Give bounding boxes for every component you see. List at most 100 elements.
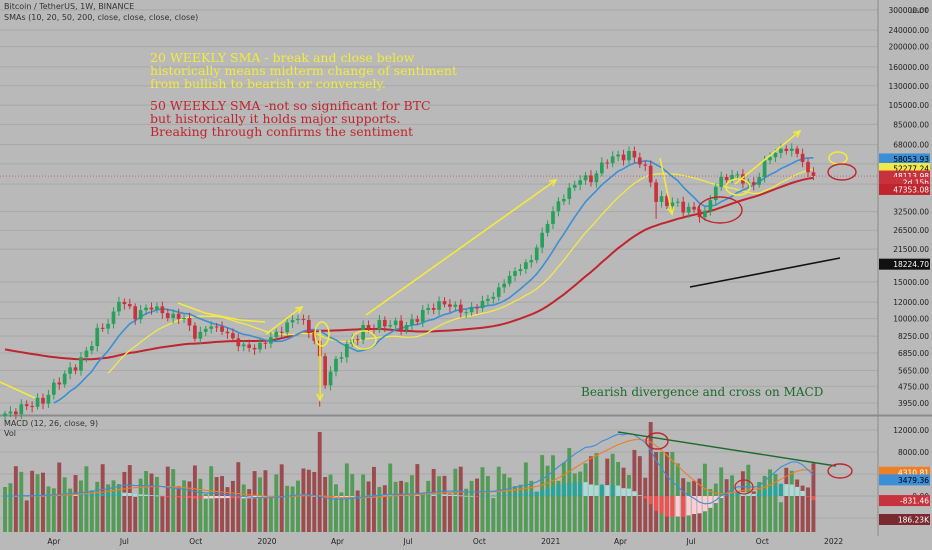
volume-bar — [89, 490, 94, 532]
macd-hist-bar — [648, 496, 653, 505]
macd-hist-bar — [746, 492, 751, 496]
candle-body — [247, 344, 252, 348]
candle-body — [382, 319, 387, 327]
volume-bar — [3, 487, 7, 532]
candle-body — [502, 283, 507, 288]
volume-bar — [784, 467, 789, 532]
candle-body — [274, 331, 279, 338]
price-badge-label: 47353.08 — [893, 185, 929, 194]
macd-hist-bar — [198, 496, 203, 499]
candle-body — [290, 320, 295, 323]
macd-hist-bar — [312, 495, 317, 497]
candle-body — [193, 325, 197, 339]
volume-bar — [133, 497, 138, 532]
candle-body — [670, 202, 675, 207]
macd-hist-bar — [415, 495, 420, 496]
candle-body — [323, 356, 327, 386]
candle-body — [594, 173, 599, 183]
macd-hist-bar — [474, 496, 480, 497]
candle-body — [165, 313, 170, 318]
sma20-break-circle — [314, 321, 330, 347]
volume-bar — [274, 474, 279, 532]
candle-body — [252, 347, 257, 350]
volume-bar — [806, 487, 810, 532]
candle-body — [572, 184, 577, 188]
price-badge-label: 2d 15h — [903, 179, 929, 188]
candle-body — [14, 411, 18, 415]
macd-hist-bar — [805, 496, 811, 497]
macd-hist-bar — [626, 488, 632, 496]
macd-hist-bar — [187, 496, 192, 499]
candle-body — [567, 187, 572, 199]
volume-bar — [730, 475, 735, 532]
candle-body — [312, 333, 317, 341]
candle-body — [198, 331, 203, 339]
volume-bar — [241, 484, 246, 532]
candle-body — [475, 307, 479, 309]
volume-bar — [458, 466, 463, 532]
macd-hist-bar — [583, 482, 588, 496]
candle-body — [111, 311, 116, 324]
time-axis-label: Jul — [403, 537, 413, 546]
volume-badge-label: 186.23K — [898, 516, 930, 525]
candle-body — [171, 313, 176, 318]
macd-hist-bar — [89, 494, 94, 496]
macd-hist-bar — [116, 492, 122, 496]
price-tick-label: 68000.00 — [893, 141, 929, 150]
macd-hist-bar — [323, 496, 328, 498]
macd-hist-bar — [214, 496, 219, 499]
macd-hist-bar — [241, 496, 246, 499]
arrow-head — [548, 178, 558, 187]
time-axis-label: 2021 — [541, 537, 560, 546]
macd-hist-bar — [225, 496, 230, 499]
volume-bar — [523, 462, 528, 532]
time-axis-label: Apr — [614, 537, 628, 546]
volume-bar — [426, 480, 431, 532]
volume-bar — [192, 465, 197, 532]
macd-hist-bar — [442, 494, 447, 496]
macd-hist-bar — [545, 488, 550, 496]
time-axis-label: 2020 — [257, 537, 276, 546]
volume-bar — [144, 471, 149, 532]
arrow-head — [316, 393, 324, 402]
candle-body — [73, 367, 78, 371]
price-badge — [879, 153, 930, 165]
candle-body — [486, 298, 490, 301]
candle-body — [632, 150, 637, 158]
macd-hist-bar — [724, 495, 729, 497]
macd-hist-bar — [594, 485, 599, 496]
candle-body — [540, 232, 544, 248]
volume-bar — [789, 470, 794, 532]
symbol-title: Bitcoin / TetherUS, 1W, BINANCE — [4, 2, 135, 11]
macd-hist-bar — [681, 496, 686, 517]
candle-body — [301, 319, 306, 321]
sma20-trace — [177, 302, 266, 323]
macd-hist-bar — [144, 494, 149, 496]
volume-bar — [388, 463, 393, 532]
macd-hist-bar — [773, 485, 778, 496]
macd-hist-bar — [219, 496, 225, 499]
volume-bar — [485, 476, 490, 532]
macd-hist-bar — [632, 491, 637, 496]
macd-hist-bar — [572, 482, 577, 496]
macd-hist-bar — [800, 490, 805, 496]
macd-peak-circle — [645, 432, 669, 450]
candle-body — [643, 164, 648, 166]
candle-body — [334, 358, 338, 372]
sma20-line — [107, 168, 814, 374]
macd-hist-bar — [713, 496, 718, 504]
candle-body — [496, 287, 501, 297]
volume-bar — [214, 477, 219, 532]
divergence-line — [617, 431, 837, 467]
volume-bar — [751, 491, 756, 532]
volume-bar — [306, 469, 311, 532]
macd-tick-label: 8000.00 — [898, 448, 929, 457]
candle-body — [551, 211, 555, 225]
candle-body — [415, 319, 420, 322]
volume-bar — [247, 489, 252, 532]
candle-body — [209, 326, 214, 329]
macd-hist-bar — [133, 493, 138, 496]
macd-tick-label: 12000.00 — [893, 426, 929, 435]
volume-bar — [431, 468, 436, 532]
